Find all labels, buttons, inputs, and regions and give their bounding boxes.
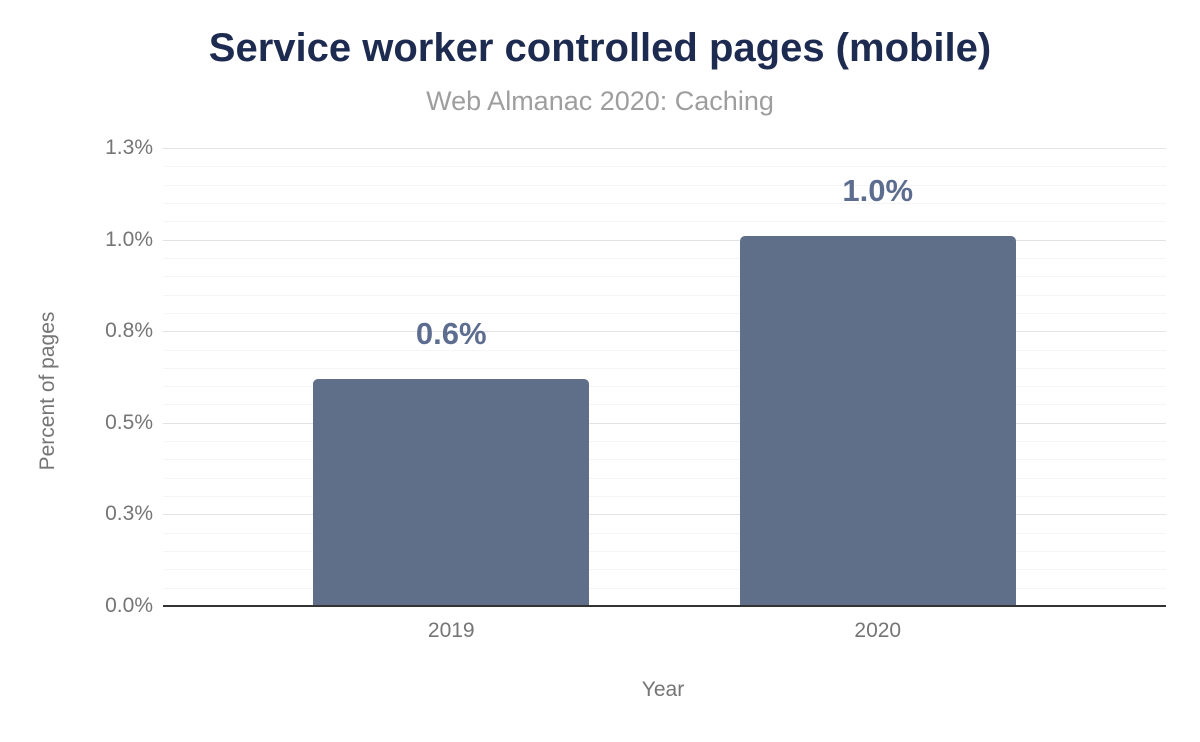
minor-gridline — [163, 587, 1166, 589]
chart-subtitle: Web Almanac 2020: Caching — [426, 86, 774, 116]
minor-gridline — [163, 367, 1166, 369]
minor-gridline — [163, 184, 1166, 186]
major-gridline — [163, 239, 1166, 241]
minor-gridline — [163, 569, 1166, 571]
minor-gridline — [163, 221, 1166, 223]
bar-2019 — [313, 378, 590, 606]
y-tick-label: 0.3% — [105, 502, 153, 526]
y-tick-label: 1.0% — [105, 227, 153, 251]
x-tick-label: 2019 — [427, 619, 475, 642]
minor-gridline — [163, 386, 1166, 388]
minor-gridline — [163, 166, 1166, 168]
minor-gridline — [163, 441, 1166, 443]
minor-gridline — [163, 459, 1166, 461]
y-tick-label: 1.3% — [105, 136, 153, 159]
major-gridline — [163, 331, 1166, 333]
minor-gridline — [163, 532, 1166, 534]
minor-gridline — [163, 477, 1166, 479]
major-gridline — [163, 148, 1166, 149]
minor-gridline — [163, 551, 1166, 553]
minor-gridline — [163, 276, 1166, 278]
x-axis-title: Year — [641, 678, 685, 701]
minor-gridline — [163, 202, 1166, 204]
bar-2020 — [739, 235, 1016, 606]
bar-value-label: 0.6% — [415, 315, 487, 351]
major-gridline — [163, 514, 1166, 516]
minor-gridline — [163, 294, 1166, 296]
minor-gridline — [163, 349, 1166, 351]
y-tick-label: 0.5% — [105, 410, 153, 434]
minor-gridline — [163, 312, 1166, 314]
minor-gridline — [163, 257, 1166, 259]
minor-gridline — [163, 404, 1166, 406]
y-tick-label: 0.0% — [105, 594, 153, 617]
chart-title: Service worker controlled pages (mobile) — [208, 26, 992, 70]
x-tick-label: 2020 — [854, 619, 902, 642]
x-axis-line — [163, 605, 1166, 607]
y-axis-title: Percent of pages — [36, 311, 59, 471]
bar-value-label: 1.0% — [842, 172, 914, 208]
minor-gridline — [163, 496, 1166, 498]
y-tick-label: 0.8% — [105, 319, 153, 343]
major-gridline — [163, 422, 1166, 424]
